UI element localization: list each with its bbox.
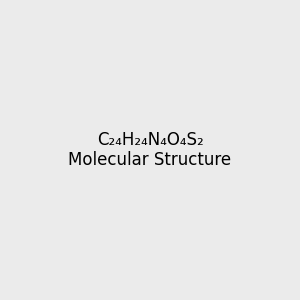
Text: C₂₄H₂₄N₄O₄S₂
Molecular Structure: C₂₄H₂₄N₄O₄S₂ Molecular Structure [68, 130, 232, 170]
